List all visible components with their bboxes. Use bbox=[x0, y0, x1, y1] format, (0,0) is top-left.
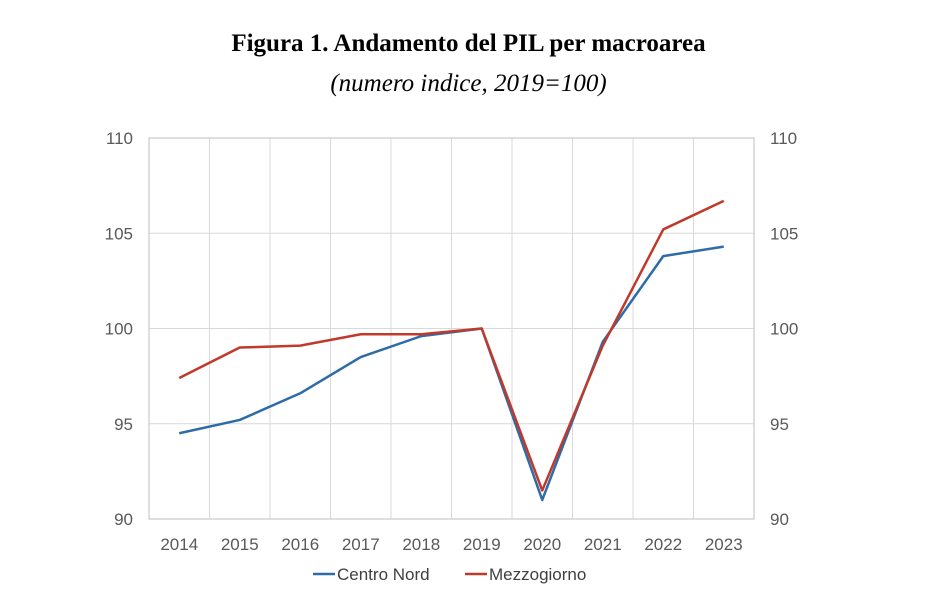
x-tick-label: 2021 bbox=[584, 535, 622, 554]
x-axis: 2014 2015 2016 2017 2018 2019 2020 2021 2022 2023 bbox=[160, 535, 742, 554]
x-tick-label: 2018 bbox=[402, 535, 440, 554]
x-tick-label: 2017 bbox=[342, 535, 380, 554]
grid bbox=[149, 137, 754, 520]
x-tick-label: 2015 bbox=[221, 535, 259, 554]
chart-subtitle: (numero indice, 2019=100) bbox=[330, 70, 607, 97]
y-tick-label-left: 105 bbox=[105, 224, 133, 243]
x-tick-label: 2016 bbox=[281, 535, 319, 554]
y-tick-label-left: 95 bbox=[114, 415, 133, 434]
y-tick-label-left: 90 bbox=[114, 510, 133, 529]
legend: Centro Nord Mezzogiorno bbox=[313, 565, 586, 584]
x-tick-label: 2019 bbox=[463, 535, 501, 554]
plot-frame bbox=[148, 137, 755, 520]
x-tick-label: 2022 bbox=[644, 535, 682, 554]
series-lines bbox=[178, 199, 725, 502]
chart-title: Figura 1. Andamento del PIL per macroare… bbox=[231, 30, 706, 57]
series-line-mezzogiorno bbox=[178, 199, 725, 492]
y-tick-label-left: 110 bbox=[106, 129, 133, 148]
y-tick-label-right: 90 bbox=[770, 510, 789, 529]
y-tick-label-right: 110 bbox=[770, 129, 797, 148]
x-tick-label: 2020 bbox=[523, 535, 561, 554]
legend-label-centro-nord: Centro Nord bbox=[337, 565, 430, 584]
y-axis-left: 90 95 100 105 110 bbox=[105, 129, 133, 529]
y-tick-label-right: 105 bbox=[770, 224, 798, 243]
y-tick-label-left: 100 bbox=[105, 320, 133, 339]
y-tick-label-right: 100 bbox=[770, 320, 798, 339]
y-axis-right: 90 95 100 105 110 bbox=[770, 129, 798, 529]
x-tick-label: 2023 bbox=[705, 535, 743, 554]
x-tick-label: 2014 bbox=[160, 535, 198, 554]
y-tick-label-right: 95 bbox=[770, 415, 789, 434]
legend-label-mezzogiorno: Mezzogiorno bbox=[489, 565, 586, 584]
